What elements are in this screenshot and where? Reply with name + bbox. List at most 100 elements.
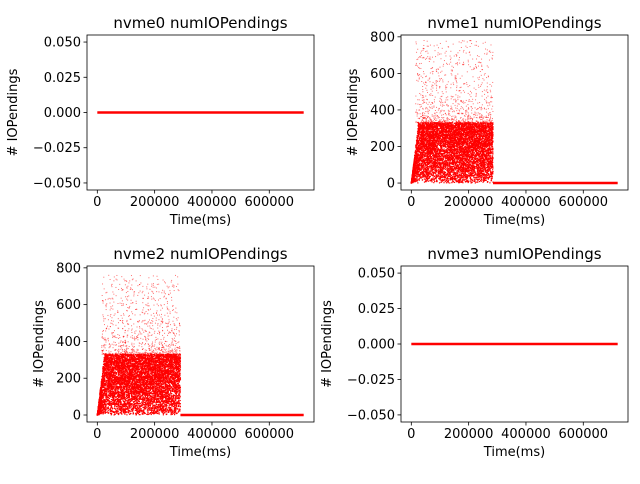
scatter-point	[421, 134, 422, 135]
scatter-point	[472, 171, 473, 172]
scatter-point	[481, 155, 482, 156]
scatter-point	[435, 146, 436, 147]
scatter-point	[485, 158, 486, 159]
scatter-point	[446, 148, 447, 149]
scatter-point	[454, 123, 455, 124]
scatter-point	[459, 174, 460, 175]
scatter-point	[457, 173, 458, 174]
chart-title: nvme0 numIOPendings	[113, 14, 287, 32]
x-axis-label: Time(ms)	[169, 213, 231, 228]
scatter-point	[479, 178, 480, 179]
scatter-point	[474, 152, 475, 153]
scatter-point	[477, 167, 478, 168]
scatter-point	[486, 180, 487, 181]
scatter-point	[490, 141, 491, 142]
scatter-point	[420, 134, 421, 135]
scatter-point	[434, 151, 435, 152]
y-tick-label: −0.050	[33, 176, 81, 191]
scatter-point	[465, 170, 466, 171]
scatter-point	[471, 180, 472, 181]
scatter-point	[471, 164, 472, 165]
scatter-point	[471, 162, 472, 163]
scatter-point	[480, 165, 481, 166]
scatter-point	[440, 174, 441, 175]
scatter-point	[432, 148, 433, 149]
scatter-point	[464, 177, 465, 178]
scatter-point	[431, 181, 432, 182]
scatter-point	[452, 153, 453, 154]
scatter-point	[463, 158, 464, 159]
scatter-point	[431, 129, 432, 130]
scatter-point	[454, 165, 455, 166]
scatter-point	[432, 172, 433, 173]
scatter-point	[420, 153, 421, 154]
scatter-point	[476, 130, 477, 131]
scatter-point	[466, 175, 467, 176]
scatter-point	[470, 180, 471, 181]
scatter-point	[467, 180, 468, 181]
scatter-point	[428, 164, 429, 165]
scatter-point	[445, 167, 446, 168]
scatter-point	[426, 143, 427, 144]
scatter-point	[475, 177, 476, 178]
scatter-point	[474, 181, 475, 182]
scatter-point	[458, 177, 459, 178]
scatter-point	[468, 173, 469, 174]
scatter-point	[436, 142, 437, 143]
scatter-point	[476, 129, 477, 130]
scatter-point	[426, 142, 427, 143]
scatter-point	[475, 162, 476, 163]
scatter-point	[486, 162, 487, 163]
scatter-point	[483, 179, 484, 180]
scatter-point	[468, 154, 469, 155]
scatter-point	[449, 182, 450, 183]
scatter-point	[422, 179, 423, 180]
scatter-point	[446, 158, 447, 159]
scatter-point	[441, 164, 442, 165]
scatter-point	[458, 156, 459, 157]
scatter-point	[466, 170, 467, 171]
scatter-point	[434, 140, 435, 141]
scatter-point	[426, 178, 427, 179]
scatter-point	[423, 126, 424, 127]
scatter-point	[445, 142, 446, 143]
scatter-point	[465, 139, 466, 140]
scatter-point	[445, 158, 446, 159]
scatter-point	[483, 124, 484, 125]
scatter-point	[491, 180, 492, 181]
scatter-point	[428, 181, 429, 182]
scatter-point	[434, 170, 435, 171]
y-tick-label: −0.025	[33, 141, 81, 156]
y-tick-label: 0.050	[44, 36, 81, 51]
scatter-point	[446, 131, 447, 132]
scatter-point	[430, 169, 431, 170]
scatter-point	[437, 167, 438, 168]
scatter-point	[476, 182, 477, 183]
scatter-point	[492, 153, 493, 154]
scatter-point	[477, 169, 478, 170]
scatter-point	[433, 182, 434, 183]
scatter-point	[427, 140, 428, 141]
scatter-point	[469, 144, 470, 145]
scatter-point	[459, 144, 460, 145]
scatter-point	[450, 160, 451, 161]
scatter-point	[455, 152, 456, 153]
scatter-point	[448, 182, 449, 183]
scatter-point	[466, 144, 467, 145]
scatter-point	[461, 182, 462, 183]
scatter-point	[428, 170, 429, 171]
scatter-point	[430, 157, 431, 158]
scatter-point	[419, 171, 420, 172]
scatter-point	[419, 176, 420, 177]
scatter-point	[463, 165, 464, 166]
scatter-point	[437, 144, 438, 145]
scatter-point	[477, 163, 478, 164]
x-tick-label: 400000	[187, 195, 237, 210]
scatter-point	[428, 146, 429, 147]
scatter-point	[479, 181, 480, 182]
scatter-point	[480, 177, 481, 178]
scatter-point	[457, 150, 458, 151]
scatter-point	[424, 178, 425, 179]
scatter-point	[468, 174, 469, 175]
scatter-point	[463, 175, 464, 176]
